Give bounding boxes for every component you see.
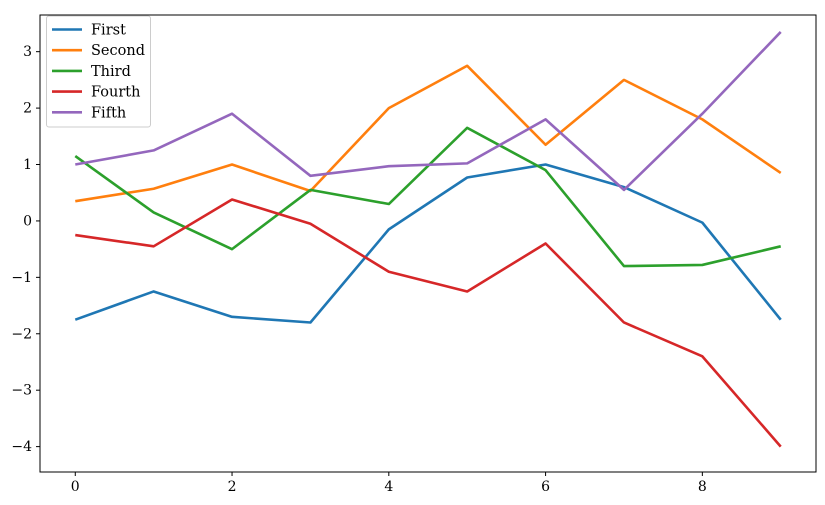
y-tick-label: 3 [23,44,32,60]
y-tick-label: 2 [23,101,32,117]
x-tick-label: 0 [71,479,80,495]
plot-frame [39,14,817,473]
legend-label-third: Third [91,64,131,80]
y-tick-label: 0 [23,213,32,229]
legend-box [46,15,151,128]
x-tick-label: 4 [384,479,393,495]
legend-label-second: Second [91,43,145,59]
legend-label-first: First [91,23,126,39]
x-tick-label: 8 [698,479,707,495]
legend-label-fourth: Fourth [91,85,140,101]
series-line-fourth [75,198,782,448]
y-tick-label: −2 [11,326,32,342]
x-tick-label: 6 [541,479,550,495]
y-tick-label: −1 [11,270,32,286]
legend-label-fifth: Fifth [91,105,126,121]
series-line-first [74,163,782,324]
series-line-fifth [75,31,782,192]
x-tick-label: 2 [228,479,237,495]
y-tick-label: −4 [11,439,32,455]
y-tick-label: −3 [11,383,32,399]
y-tick-label: 1 [23,157,32,173]
series-line-third [74,126,782,268]
series-line-second [75,64,782,203]
legend: First Second Third Fourth Fifth [46,15,151,128]
